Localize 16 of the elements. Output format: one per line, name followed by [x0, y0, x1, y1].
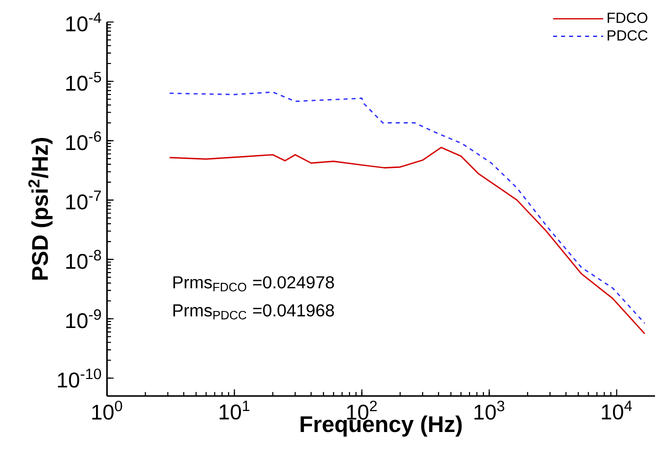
y-tick-label: 10$^{-4}$	[66, 12, 102, 32]
x-tick-label: 10$^{0}$	[92, 400, 122, 420]
y-tick-label: 10$^{-7}$	[66, 190, 101, 210]
x-tick-label: 10$^{3}$	[474, 400, 504, 420]
y-tick-label: 10$^{-8}$	[66, 250, 101, 269]
annotation: Prms$_{FDCO}$ =0.024978	[173, 276, 334, 292]
y-tick-label: 10$^{-10}$	[58, 368, 102, 388]
annotation: Prms$_{PDCC}$ =0.041968	[173, 304, 334, 320]
x-tick-label: 10$^{4}$	[602, 400, 632, 420]
y-tick-label: 10$^{-5}$	[66, 72, 101, 91]
y-tick-label: 10$^{-9}$	[66, 309, 101, 328]
legend-label: FDCO	[608, 12, 648, 24]
y-tick-label: 10$^{-6}$	[66, 131, 101, 150]
legend-label: PDCC	[608, 30, 648, 41]
y-axis-title: PSD (psi$^{2}$/Hz)	[28, 138, 52, 280]
x-tick-label: 10$^{1}$	[220, 400, 250, 420]
